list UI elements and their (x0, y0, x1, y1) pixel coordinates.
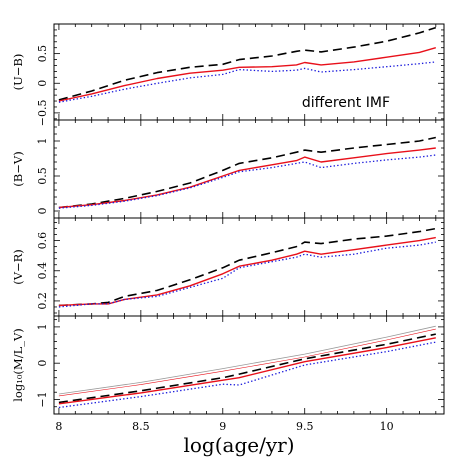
imf-annotation: different IMF (302, 95, 390, 111)
series-line-ub-red-solid (58, 47, 436, 102)
y-tick-label-ml: 0 (36, 360, 49, 367)
series-line-ml-red-thin (58, 328, 436, 397)
panel-vr: 0.2 0.4 0.6 (V−R) (11, 217, 445, 317)
x-tick-label: 8 (55, 420, 62, 433)
y-axis-label-bv: (B−V) (11, 151, 25, 186)
chart-panels: −0.5 0 0.5 (U−B) 0 0.5 1 (B−V) 0.2 0.4 0.6 (V−R) −1 0… (11, 23, 445, 433)
series-line-ml-blue-dotted (58, 341, 436, 409)
series-line-ub-black-dashed (58, 26, 437, 101)
y-axis-label-ml: log₁₀(M/L_V) (11, 328, 25, 402)
series-line-vr-red-solid (58, 236, 436, 307)
x-tick-label: 8.5 (132, 420, 150, 433)
y-tick-label-ml: −1 (36, 391, 49, 407)
y-tick-label-bv: 0.5 (36, 167, 49, 185)
panel-ml: −1 0 1 log₁₀(M/L_V) (11, 315, 445, 415)
x-axis-label: log(age/yr) (183, 433, 294, 457)
y-axis-label-ub: (U−B) (11, 54, 25, 91)
y-tick-label-vr: 0.4 (36, 262, 49, 280)
panel-frame-vr (53, 217, 445, 317)
series-line-ub-blue-dotted (58, 61, 436, 103)
series-line-ml-black-dashed (58, 333, 436, 404)
y-axis-label-vr: (V−R) (11, 249, 25, 285)
y-tick-label-vr: 0.6 (36, 232, 49, 250)
series-line-ml-gray-thin (58, 325, 436, 395)
panel-frame-ml (53, 315, 445, 415)
panel-bv: 0 0.5 1 (B−V) (11, 119, 445, 219)
y-tick-label-vr: 0.2 (36, 292, 49, 310)
x-tick-label: 10 (380, 420, 394, 433)
panel-ub: −0.5 0 0.5 (U−B) (11, 23, 445, 127)
y-tick-label-bv: 0 (36, 208, 49, 215)
y-tick-label-ub: 0 (36, 80, 49, 87)
x-tick-label: 9 (219, 420, 226, 433)
y-tick-label-ml: 1 (36, 323, 49, 330)
series-line-bv-red-solid (58, 147, 436, 209)
y-tick-label-ub: 0.5 (36, 45, 49, 63)
series-line-vr-blue-dotted (58, 241, 436, 308)
y-tick-label-bv: 1 (36, 138, 49, 145)
series-line-ml-red-solid (58, 337, 436, 405)
series-line-vr-black-dashed (58, 227, 436, 307)
y-tick-label-ub: −0.5 (36, 100, 49, 127)
series-line-bv-black-dashed (58, 136, 436, 209)
x-tick-label: 9.5 (296, 420, 314, 433)
